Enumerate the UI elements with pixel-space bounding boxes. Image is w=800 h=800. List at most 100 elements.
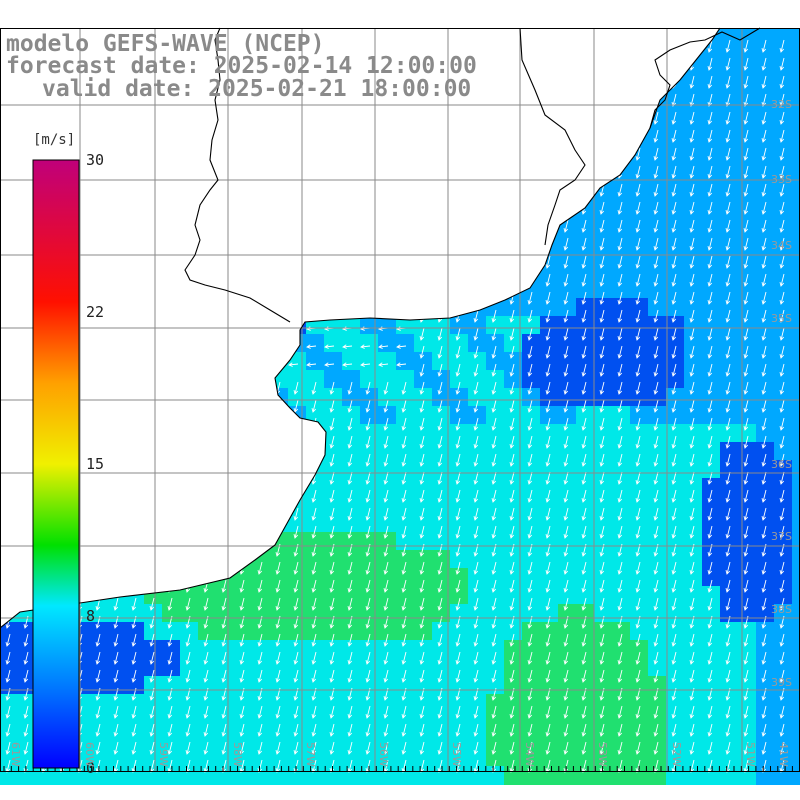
- wind-cell: [252, 622, 271, 641]
- wind-cell: [414, 712, 433, 731]
- wind-arrow: [617, 183, 623, 197]
- wind-arrow: [545, 399, 551, 413]
- wind-arrow: [401, 381, 407, 395]
- wind-arrow: [401, 471, 407, 485]
- wind-arrow: [419, 363, 425, 377]
- wind-arrow: [617, 525, 623, 539]
- wind-cell: [252, 748, 271, 767]
- wind-cell: [540, 262, 559, 281]
- wind-cell: [774, 262, 793, 281]
- wind-cell: [576, 370, 595, 389]
- wind-cell: [450, 442, 469, 461]
- wind-cell: [522, 658, 541, 677]
- wind-arrow: [761, 705, 767, 719]
- wind-cell: [684, 100, 703, 119]
- wind-cell: [198, 604, 217, 623]
- wind-cell: [666, 496, 685, 515]
- wind-arrow: [779, 345, 785, 359]
- wind-cell: [234, 568, 253, 587]
- wind-cell: [648, 154, 667, 173]
- wind-cell: [612, 298, 631, 317]
- wind-cell: [774, 298, 793, 317]
- wind-cell: [648, 316, 667, 335]
- wind-arrow: [131, 705, 137, 719]
- wind-arrow: [509, 561, 515, 575]
- wind-cell: [450, 640, 469, 659]
- wind-arrow: [491, 669, 497, 683]
- wind-arrow: [743, 57, 749, 71]
- wind-cell: [558, 658, 577, 677]
- wind-arrow: [599, 471, 605, 485]
- wind-arrow: [725, 111, 731, 125]
- wind-cell: [738, 46, 757, 65]
- wind-arrow: [599, 417, 605, 431]
- wind-arrow: [689, 93, 695, 107]
- wind-cell: [234, 622, 253, 641]
- wind-cell: [18, 766, 37, 785]
- wind-cell: [684, 334, 703, 353]
- wind-arrow: [257, 669, 263, 683]
- wind-cell: [666, 388, 685, 407]
- wind-cell: [324, 676, 343, 695]
- wind-cell: [468, 334, 487, 353]
- wind-cell: [378, 550, 397, 569]
- wind-cell: [414, 586, 433, 605]
- wind-cell: [198, 730, 217, 749]
- wind-cell: [756, 586, 775, 605]
- wind-arrow: [347, 561, 353, 575]
- wind-cell: [414, 406, 433, 425]
- wind-cell: [234, 694, 253, 713]
- wind-arrow: [383, 453, 389, 467]
- wind-arrow: [491, 363, 497, 377]
- wind-cell: [360, 532, 379, 551]
- wind-arrow: [761, 291, 767, 305]
- wind-cell: [738, 154, 757, 173]
- wind-arrow: [653, 417, 659, 431]
- wind-cell: [378, 676, 397, 695]
- wind-cell: [594, 460, 613, 479]
- lon-label: 58W: [231, 742, 244, 767]
- wind-cell: [612, 640, 631, 659]
- wind-arrow: [707, 525, 713, 539]
- wind-cell: [630, 640, 649, 659]
- wind-cell: [792, 262, 800, 281]
- wind-arrow: [581, 291, 587, 305]
- wind-cell: [612, 532, 631, 551]
- wind-arrow: [635, 705, 641, 719]
- wind-cell: [162, 766, 181, 785]
- wind-cell: [792, 460, 800, 479]
- wind-cell: [792, 586, 800, 605]
- wind-cell: [162, 748, 181, 767]
- wind-cell: [522, 496, 541, 515]
- wind-cell: [378, 712, 397, 731]
- wind-arrow: [257, 597, 263, 611]
- lat-label: 35S: [771, 312, 792, 325]
- wind-arrow: [527, 723, 533, 737]
- wind-cell: [396, 568, 415, 587]
- wind-cell: [306, 334, 325, 353]
- wind-arrow: [707, 75, 713, 89]
- wind-arrow: [491, 345, 497, 359]
- wind-arrow: [581, 435, 587, 449]
- wind-cell: [774, 424, 793, 443]
- lon-label: 56W: [377, 742, 390, 767]
- wind-cell: [612, 460, 631, 479]
- wind-cell: [720, 694, 739, 713]
- wind-cell: [522, 676, 541, 695]
- wind-cell: [432, 352, 451, 371]
- wind-cell: [414, 640, 433, 659]
- wind-arrow: [383, 489, 389, 503]
- wind-arrow: [779, 579, 785, 593]
- model-title: modelo GEFS-WAVE (NCEP): [6, 31, 325, 57]
- wind-cell: [306, 730, 325, 749]
- wind-arrow: [671, 219, 677, 233]
- wind-cell: [648, 388, 667, 407]
- wind-cell: [756, 514, 775, 533]
- wind-cell: [198, 694, 217, 713]
- wind-arrow: [689, 651, 695, 665]
- wind-cell: [558, 460, 577, 479]
- wind-arrow: [311, 579, 317, 593]
- wind-arrow: [671, 165, 677, 179]
- lat-label: 38S: [771, 603, 792, 616]
- wind-cell: [324, 370, 343, 389]
